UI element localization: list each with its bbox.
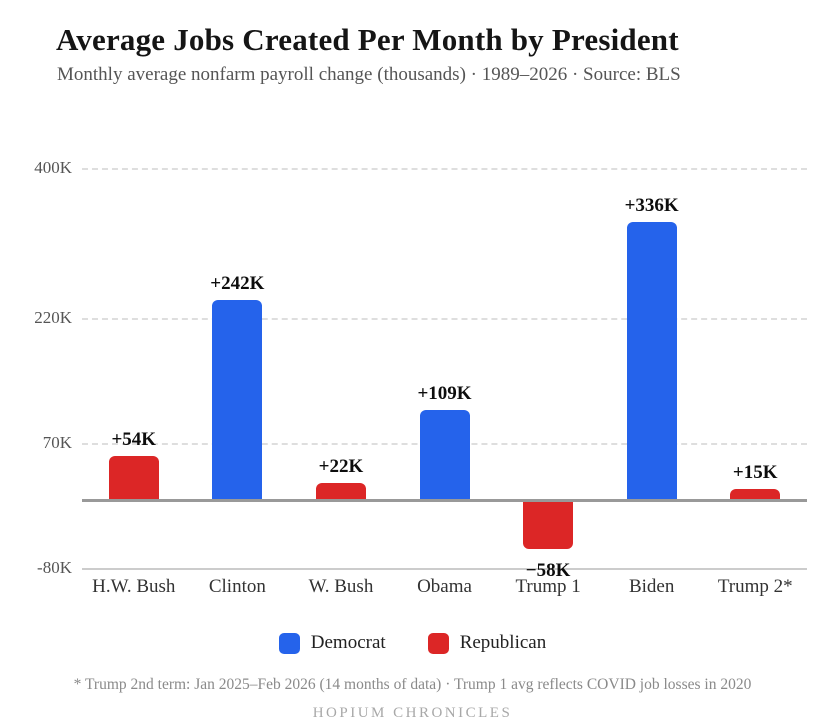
gridline-220K	[82, 317, 807, 320]
bar-w-bush	[315, 482, 366, 503]
x-tick-label-h-w-bush: H.W. Bush	[92, 576, 176, 597]
bar-trump-2	[730, 488, 781, 503]
x-tick-label-trump-1: Trump 1	[515, 576, 581, 597]
value-label-h-w-bush: +54K	[111, 429, 157, 451]
value-label-clinton: +242K	[210, 272, 265, 294]
y-tick-label-220K: 220K	[34, 307, 72, 327]
bar-biden	[626, 221, 677, 503]
gridline--80K	[82, 567, 807, 570]
value-label-biden: +336K	[624, 194, 679, 216]
brand-footer: HOPIUM CHRONICLES	[312, 705, 513, 721]
bar-obama	[419, 410, 470, 503]
bar-h-w-bush	[108, 456, 159, 503]
legend: Democrat Republican	[0, 632, 825, 654]
page-title: Average Jobs Created Per Month by Presid…	[56, 22, 679, 57]
gridline-400K	[82, 168, 807, 171]
x-tick-label-clinton: Clinton	[208, 576, 266, 597]
legend-item-republican: Republican	[427, 632, 547, 654]
y-axis: 400K 220K 70K -80K	[0, 140, 72, 580]
x-tick-label-w-bush: W. Bush	[308, 576, 374, 597]
zero-baseline	[82, 499, 807, 503]
plot-area: +54K +242K +22K +109K −58K +336K +15K	[82, 140, 807, 582]
x-tick-label-trump-2: Trump 2*	[717, 576, 793, 597]
page-subtitle: Monthly average nonfarm payroll change (…	[57, 64, 681, 85]
value-label-trump-2: +15K	[732, 461, 778, 483]
republican-swatch-icon	[427, 632, 449, 654]
value-label-obama: +109K	[417, 383, 472, 405]
y-tick-label-70K: 70K	[42, 432, 72, 452]
x-tick-label-obama: Obama	[417, 576, 472, 597]
bar-trump-1	[523, 500, 574, 550]
value-label-w-bush: +22K	[318, 455, 364, 477]
y-tick-label--80K: -80K	[37, 557, 72, 577]
legend-label-republican: Republican	[459, 632, 547, 653]
chart-footnote: * Trump 2nd term: Jan 2025–Feb 2026 (14 …	[73, 676, 752, 693]
x-tick-label-biden: Biden	[628, 576, 675, 597]
bar-clinton	[212, 299, 263, 503]
value-label-trump-1: −58K	[525, 560, 571, 582]
y-tick-label-400K: 400K	[34, 158, 72, 178]
legend-item-democrat: Democrat	[278, 632, 386, 654]
legend-label-democrat: Democrat	[310, 632, 386, 653]
x-axis: H.W. Bush Clinton W. Bush Obama Trump 1 Biden…	[82, 574, 807, 600]
democrat-swatch-icon	[278, 632, 300, 654]
